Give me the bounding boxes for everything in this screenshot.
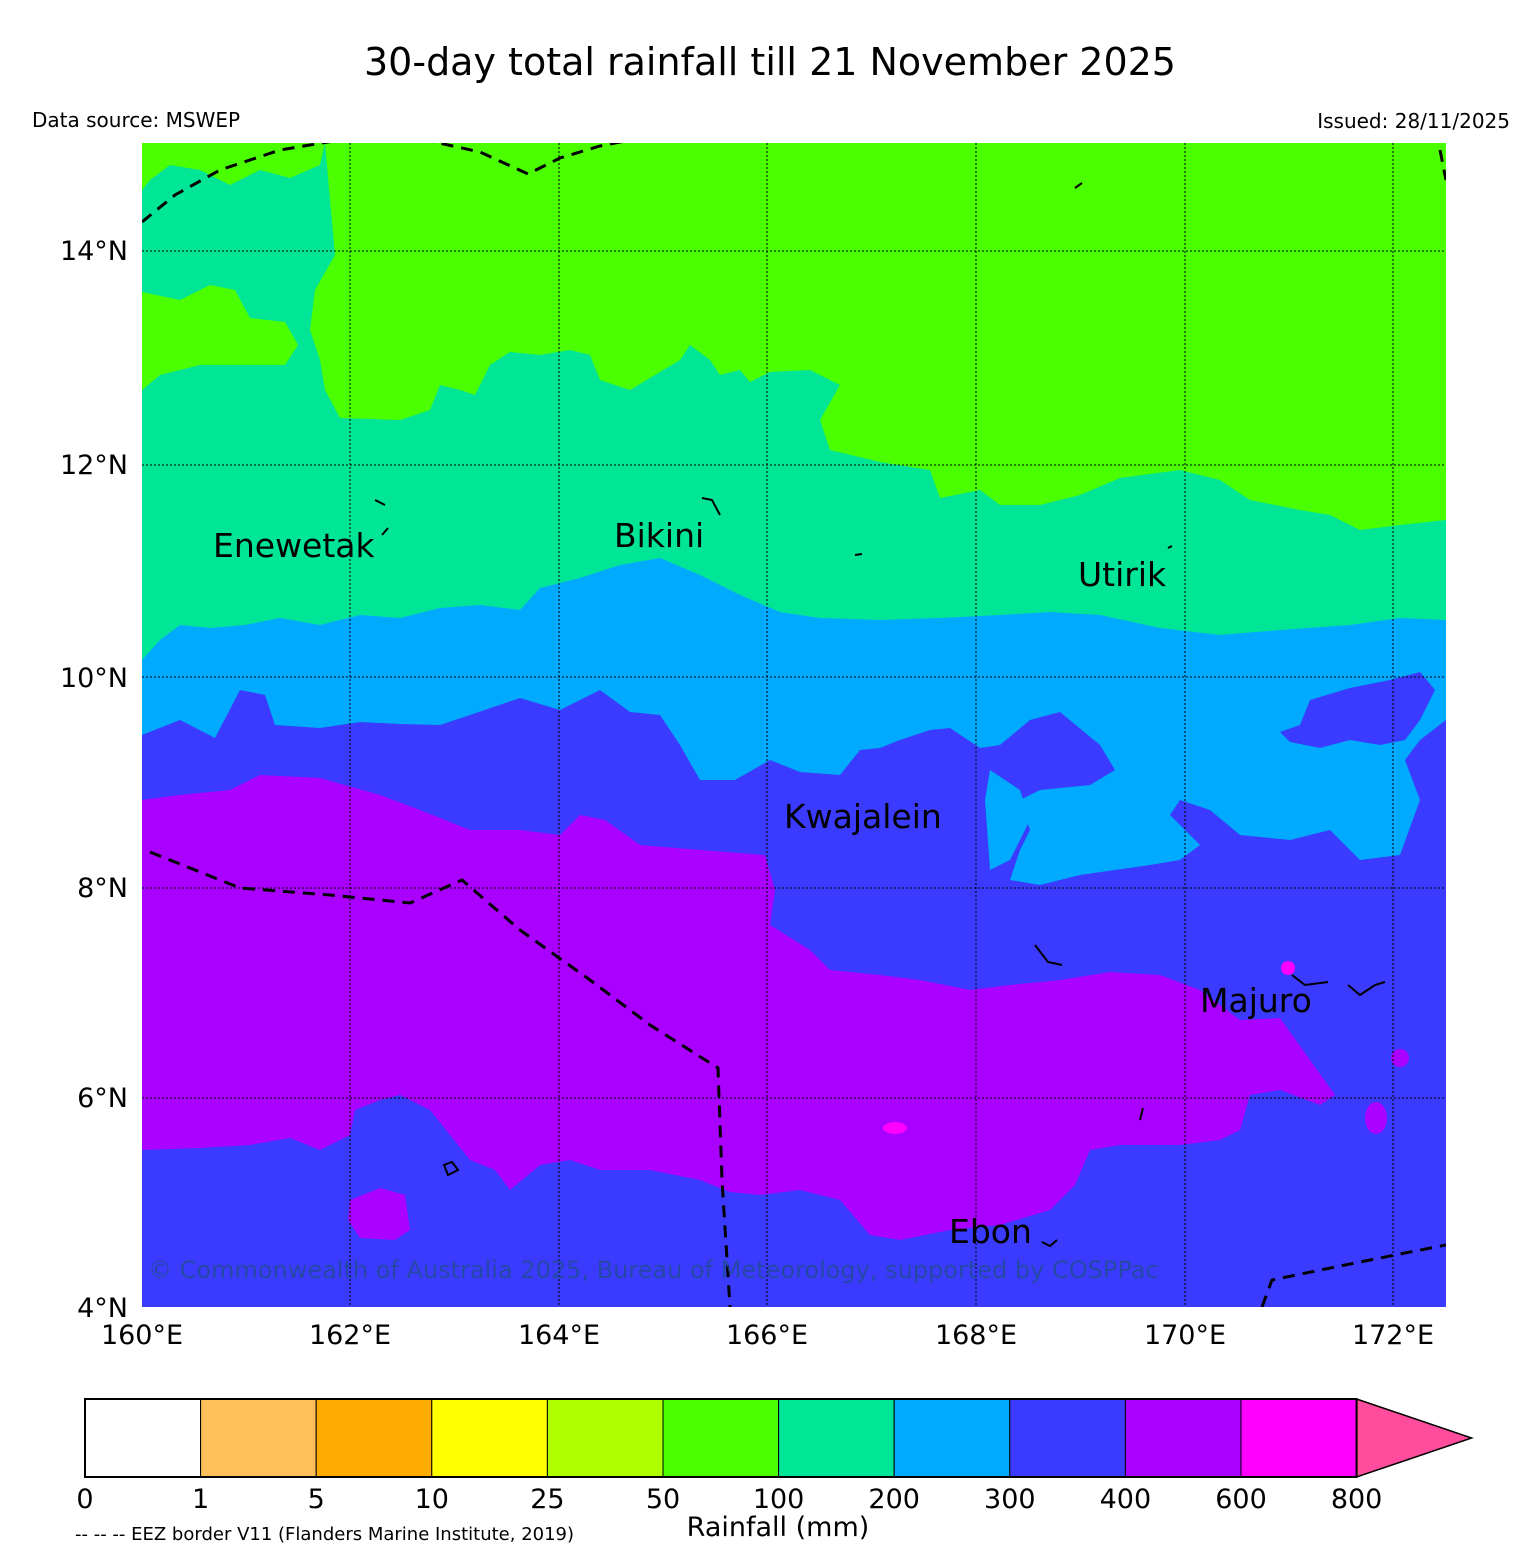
- colorbar-tick-label: 600: [1215, 1484, 1267, 1515]
- colorbar-swatch: [200, 1398, 317, 1478]
- place-label-utirik: Utirik: [1078, 555, 1167, 594]
- eez-border-note: -- -- -- EEZ border V11 (Flanders Marine…: [75, 1524, 575, 1545]
- lat-label: 6°N: [77, 1083, 128, 1114]
- data-source: Data source: MSWEP: [32, 108, 241, 132]
- band-400-600-south-patch: [348, 1188, 410, 1240]
- colorbar-tick-label: 1: [192, 1484, 209, 1515]
- colorbar-tick-label: 25: [530, 1484, 564, 1515]
- colorbar-tick-label: 10: [415, 1484, 449, 1515]
- lon-label: 168°E: [935, 1320, 1017, 1351]
- lat-label: 12°N: [60, 450, 128, 481]
- eez-border: [142, 143, 1446, 1307]
- colorbar-tick-label: 400: [1100, 1484, 1152, 1515]
- colorbar-swatch: [1124, 1398, 1242, 1478]
- band-50-100-left-lobe: [142, 285, 298, 390]
- colorbar-tick-labels: 0 1 5 10 25 50 100 200 300 400 600 800: [76, 1484, 1382, 1515]
- place-label-kwajalein: Kwajalein: [784, 797, 942, 836]
- colorbar-swatch: [84, 1398, 202, 1478]
- band-600-800-spot: [883, 1122, 907, 1134]
- lat-label: 4°N: [77, 1293, 128, 1324]
- band-300-400-north-lobe: [1280, 672, 1435, 748]
- colorbar-units-label: Rainfall (mm): [686, 1512, 870, 1543]
- lon-label: 162°E: [309, 1320, 391, 1351]
- place-label-ebon: Ebon: [949, 1212, 1032, 1251]
- colorbar-outline: [84, 1398, 1358, 1478]
- colorbar-swatch: [431, 1398, 548, 1478]
- colorbar-tick-label: 300: [984, 1484, 1036, 1515]
- colorbar-swatch: [546, 1398, 664, 1478]
- rainfall-contours: [142, 143, 1446, 1307]
- graticule: [142, 143, 1446, 1307]
- colorbar-swatch: [662, 1398, 780, 1478]
- map-title: 30-day total rainfall till 21 November 2…: [364, 40, 1176, 84]
- colorbar-tick-label: 800: [1331, 1484, 1383, 1515]
- atoll-outlines: [374, 182, 1386, 1248]
- colorbar-tick-label: 100: [753, 1484, 805, 1515]
- lat-label: 14°N: [60, 236, 128, 267]
- lat-label: 10°N: [60, 663, 128, 694]
- colorbar-tick-label: 0: [76, 1484, 93, 1515]
- band-300-400-patch: [985, 770, 1030, 870]
- lat-label: 8°N: [77, 873, 128, 904]
- colorbar-tick-label: 200: [868, 1484, 920, 1515]
- colorbar-swatch: [778, 1398, 895, 1478]
- band-400-600-spot: [1365, 1102, 1387, 1134]
- lon-label: 166°E: [726, 1320, 808, 1351]
- colorbar-swatch: [1009, 1398, 1126, 1478]
- lon-label: 164°E: [518, 1320, 600, 1351]
- band-50-100: [310, 143, 1446, 530]
- colorbar-extend-arrow: [1355, 1397, 1474, 1479]
- band-600-800-spot: [1281, 961, 1295, 975]
- lon-label: 172°E: [1352, 1320, 1434, 1351]
- place-label-bikini: Bikini: [614, 516, 704, 555]
- band-400-600-spot: [1391, 1049, 1409, 1067]
- place-label-enewetak: Enewetak: [213, 526, 376, 565]
- lon-label: 170°E: [1144, 1320, 1226, 1351]
- colorbar: [84, 1397, 1474, 1479]
- colorbar-swatch: [893, 1398, 1011, 1478]
- lon-label: 160°E: [101, 1320, 183, 1351]
- copyright-notice: © Commonwealth of Australia 2025, Bureau…: [148, 1256, 1159, 1284]
- colorbar-swatch: [315, 1398, 433, 1478]
- colorbar-tick-label: 50: [646, 1484, 680, 1515]
- issued-date: Issued: 28/11/2025: [1317, 109, 1510, 133]
- place-label-majuro: Majuro: [1200, 981, 1312, 1020]
- colorbar-swatch: [1240, 1398, 1358, 1478]
- colorbar-tick-label: 5: [308, 1484, 325, 1515]
